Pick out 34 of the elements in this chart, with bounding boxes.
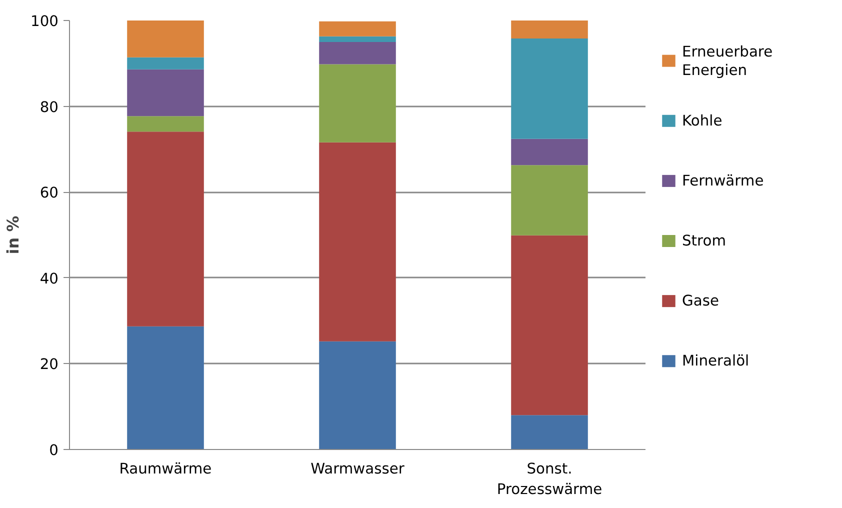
y-tick-label: 60 <box>40 184 59 202</box>
bar <box>319 36 396 42</box>
bar <box>127 132 204 326</box>
bar <box>319 21 396 36</box>
bar <box>511 235 588 416</box>
bar <box>319 64 396 142</box>
bar <box>319 341 396 450</box>
y-tick-label: 0 <box>49 442 59 459</box>
bar <box>127 57 204 70</box>
legend-label: Kohle <box>682 112 722 130</box>
y-tick-label: 100 <box>30 13 59 30</box>
legend-label: Mineralöl <box>682 352 750 370</box>
y-tick-label: 80 <box>40 98 59 116</box>
bar <box>127 116 204 132</box>
legend-label: Fernwärme <box>682 172 764 190</box>
bar <box>127 69 204 116</box>
x-tick-label: Sonst. Prozesswärme <box>496 460 602 498</box>
x-tick-label: Raumwärme <box>119 460 212 478</box>
legend-label: Strom <box>682 232 726 250</box>
bar <box>127 20 204 58</box>
y-tick-label: 40 <box>40 270 59 288</box>
legend-label: Erneuerbare Energien <box>682 44 773 79</box>
bar <box>511 165 588 236</box>
bar <box>511 20 588 39</box>
y-axis-title: in % <box>4 216 23 254</box>
bar <box>319 142 396 342</box>
bar <box>511 38 588 139</box>
bar <box>127 326 204 450</box>
bar <box>511 415 588 450</box>
x-tick-label: Warmwasser <box>310 460 406 478</box>
bar <box>511 138 588 166</box>
legend-label: Gase <box>682 292 719 310</box>
y-tick-label: 20 <box>40 356 59 374</box>
bar <box>319 42 396 64</box>
